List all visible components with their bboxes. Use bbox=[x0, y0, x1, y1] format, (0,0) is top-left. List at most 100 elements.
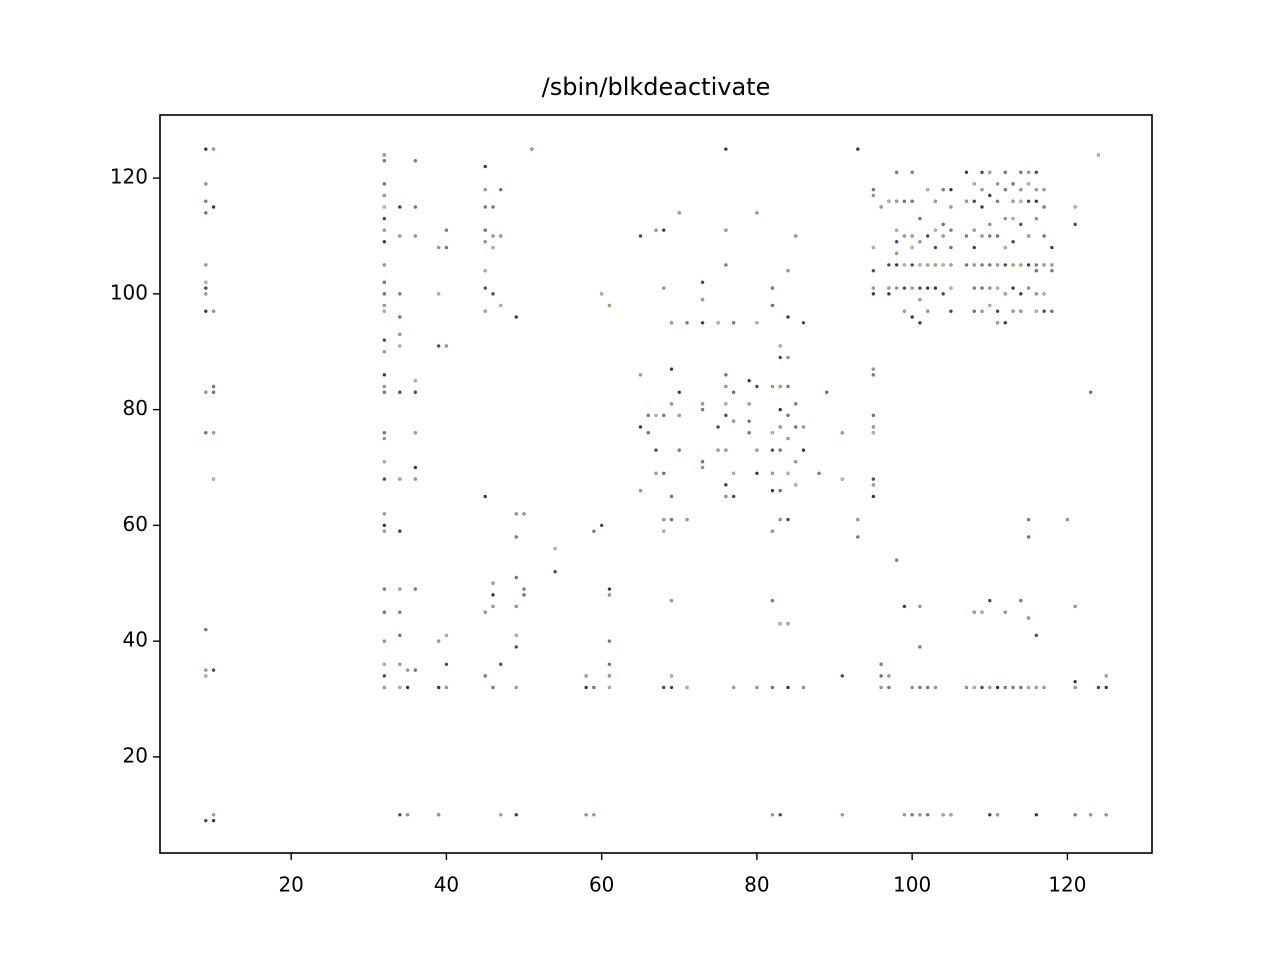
point bbox=[1042, 234, 1046, 238]
point bbox=[887, 199, 891, 204]
point bbox=[902, 309, 907, 314]
point bbox=[786, 436, 790, 441]
point bbox=[894, 558, 899, 562]
point bbox=[887, 674, 891, 678]
point bbox=[995, 234, 1000, 238]
point bbox=[1096, 685, 1101, 690]
point bbox=[1019, 263, 1023, 267]
point bbox=[770, 488, 775, 493]
axes-frame bbox=[159, 114, 1153, 854]
point bbox=[1026, 199, 1031, 204]
point bbox=[871, 187, 876, 192]
point bbox=[941, 263, 945, 267]
point bbox=[1042, 187, 1046, 192]
point bbox=[724, 147, 728, 151]
point bbox=[910, 812, 914, 817]
point bbox=[910, 234, 914, 238]
point bbox=[398, 529, 402, 533]
point bbox=[980, 263, 984, 267]
point bbox=[203, 211, 208, 215]
point bbox=[413, 465, 418, 470]
point bbox=[1034, 309, 1039, 314]
point bbox=[483, 309, 488, 314]
point bbox=[203, 668, 208, 672]
point bbox=[398, 662, 402, 667]
point bbox=[382, 523, 387, 528]
point bbox=[398, 633, 402, 638]
point bbox=[964, 199, 969, 204]
point bbox=[894, 286, 899, 290]
point bbox=[964, 685, 969, 690]
point bbox=[382, 153, 387, 157]
point bbox=[871, 373, 876, 377]
point bbox=[1026, 616, 1031, 620]
point bbox=[1042, 263, 1046, 267]
point bbox=[840, 477, 845, 481]
point bbox=[786, 315, 790, 319]
point bbox=[980, 685, 984, 690]
point bbox=[1050, 245, 1054, 250]
point bbox=[918, 812, 922, 817]
point bbox=[654, 471, 658, 476]
point bbox=[1003, 263, 1008, 267]
point bbox=[1003, 187, 1008, 192]
point bbox=[413, 234, 418, 238]
point bbox=[1042, 292, 1046, 296]
point bbox=[638, 488, 643, 493]
point bbox=[669, 367, 674, 371]
point bbox=[669, 674, 674, 678]
point bbox=[941, 222, 945, 227]
point bbox=[724, 494, 728, 499]
point bbox=[778, 425, 782, 429]
point bbox=[987, 234, 992, 238]
point bbox=[1042, 685, 1046, 690]
point bbox=[584, 685, 588, 690]
point bbox=[856, 517, 860, 522]
point bbox=[382, 662, 387, 667]
point bbox=[871, 413, 876, 418]
point bbox=[786, 268, 790, 273]
point bbox=[607, 587, 612, 591]
point bbox=[700, 465, 705, 470]
point bbox=[483, 610, 488, 615]
point bbox=[654, 413, 658, 418]
point bbox=[654, 448, 658, 452]
point bbox=[987, 222, 992, 227]
point bbox=[1011, 309, 1015, 314]
point bbox=[491, 205, 495, 209]
point bbox=[661, 286, 666, 290]
point bbox=[483, 286, 488, 290]
point bbox=[933, 228, 938, 232]
point bbox=[980, 205, 984, 209]
point bbox=[778, 488, 782, 493]
point bbox=[1104, 812, 1109, 817]
y-tick-label: 120 bbox=[110, 165, 148, 189]
point bbox=[413, 205, 418, 209]
point bbox=[724, 228, 728, 232]
point bbox=[894, 251, 899, 256]
point bbox=[1034, 187, 1039, 192]
point bbox=[669, 598, 674, 603]
point bbox=[483, 164, 488, 169]
point bbox=[778, 621, 782, 626]
point bbox=[1019, 170, 1023, 175]
point bbox=[483, 228, 488, 232]
point bbox=[444, 685, 449, 690]
point bbox=[514, 575, 519, 580]
point bbox=[1026, 263, 1031, 267]
point bbox=[211, 818, 216, 823]
point bbox=[731, 471, 736, 476]
point bbox=[398, 315, 402, 319]
point bbox=[731, 390, 736, 395]
point bbox=[522, 593, 526, 597]
point bbox=[382, 587, 387, 591]
point bbox=[382, 205, 387, 209]
point bbox=[413, 378, 418, 383]
point bbox=[972, 245, 977, 250]
point bbox=[398, 685, 402, 690]
point bbox=[607, 593, 612, 597]
point bbox=[382, 390, 387, 395]
point bbox=[553, 569, 557, 574]
point bbox=[1026, 685, 1031, 690]
